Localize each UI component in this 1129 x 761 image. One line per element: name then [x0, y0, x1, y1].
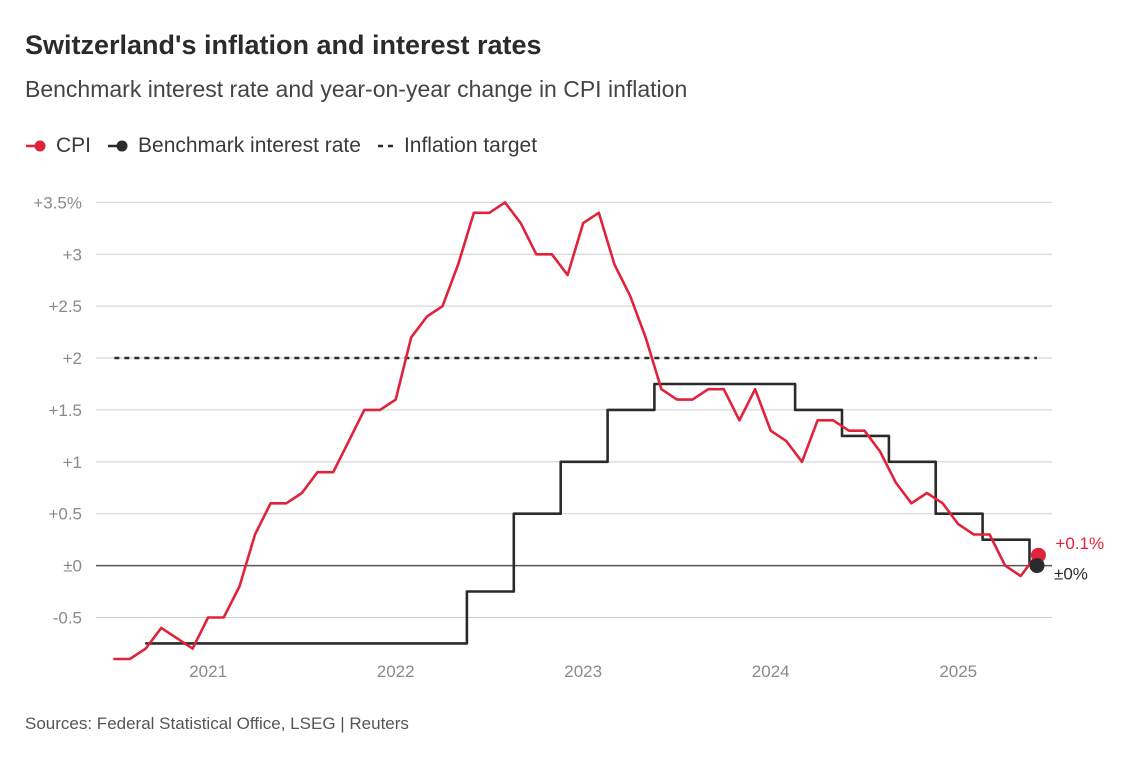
chart-title: Switzerland's inflation and interest rat…	[25, 30, 542, 60]
source-note: Sources: Federal Statistical Office, LSE…	[25, 714, 409, 733]
x-tick-label: 2021	[189, 662, 227, 681]
x-tick-label: 2023	[564, 662, 602, 681]
chart-subtitle: Benchmark interest rate and year-on-year…	[25, 76, 688, 102]
legend-cpi-swatch	[26, 140, 46, 152]
chart-plot: +3.5% +3 +2.5 +2 +1.5 +1 +0.5 ±0 -0.5 2021 2022 202…	[33, 193, 1104, 681]
y-tick-label: +2.5	[48, 297, 82, 316]
legend-item-rate: Benchmark interest rate	[107, 134, 361, 158]
cpi-end-label: +0.1%	[1055, 534, 1104, 553]
y-tick-label: +0.5	[48, 505, 82, 524]
x-tick-label: 2024	[752, 662, 790, 681]
y-tick-label: ±0	[63, 557, 82, 576]
cpi-line	[113, 201, 1038, 661]
legend-target-label: Inflation target	[403, 134, 538, 157]
rate-end-dot	[1029, 558, 1045, 574]
legend: CPI Benchmark interest rate Inflation ta…	[25, 132, 553, 160]
y-tick-label: +3.5%	[33, 193, 82, 212]
legend-item-target: Inflation target	[377, 134, 537, 158]
legend-rate-swatch	[108, 140, 128, 152]
legend-target-swatch	[377, 144, 396, 148]
legend-cpi-label: CPI	[56, 134, 92, 157]
legend-item-cpi: CPI	[25, 134, 91, 158]
y-tick-label: +1.5	[48, 401, 82, 420]
y-tick-label: +2	[63, 349, 82, 368]
legend-rate-label: Benchmark interest rate	[138, 134, 361, 157]
y-tick-label: -0.5	[53, 608, 82, 627]
rate-end-label: ±0%	[1054, 565, 1088, 584]
y-tick-label: +1	[63, 453, 82, 472]
rate-line	[145, 382, 1039, 645]
x-tick-label: 2025	[939, 662, 977, 681]
y-tick-label: +3	[63, 245, 82, 264]
x-tick-label: 2022	[377, 662, 415, 681]
